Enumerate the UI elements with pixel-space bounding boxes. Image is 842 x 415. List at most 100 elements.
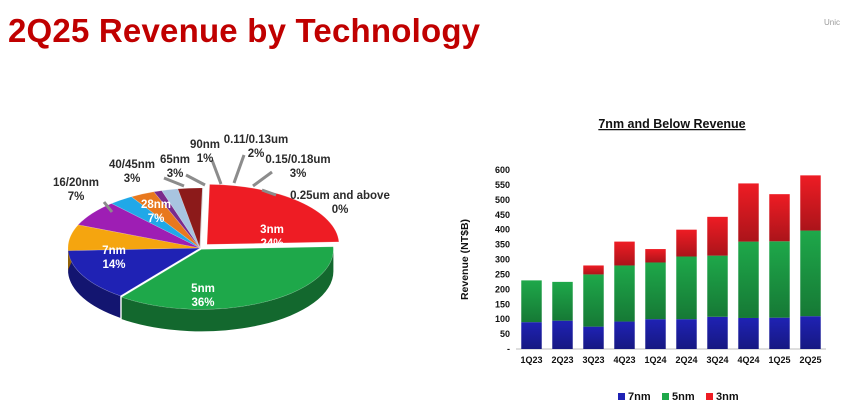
bar-5nm-4q23 bbox=[614, 265, 635, 322]
pie-slice-name: 16/20nm bbox=[53, 177, 99, 189]
pie-slice-percent: 3% bbox=[124, 173, 141, 185]
leader-line bbox=[232, 154, 246, 184]
bar-3nm-3q23 bbox=[583, 265, 604, 275]
y-tick-label: 400 bbox=[495, 225, 510, 235]
legend-swatch bbox=[706, 393, 713, 400]
pie-slice-name: 0.25um and above bbox=[290, 190, 390, 202]
x-tick-label: 3Q23 bbox=[582, 355, 604, 365]
bar-7nm-3q24 bbox=[707, 316, 728, 349]
y-tick-label: 600 bbox=[495, 165, 510, 175]
pie-slice-name: 40/45nm bbox=[109, 159, 155, 171]
pie-slice-name: 3nm bbox=[260, 224, 284, 236]
corner-tag: Unic bbox=[823, 18, 840, 27]
y-tick-label: 100 bbox=[495, 314, 510, 324]
pie-slice-name: 90nm bbox=[190, 139, 220, 151]
legend-label: 5nm bbox=[672, 391, 695, 403]
x-tick-label: 2Q24 bbox=[675, 355, 697, 365]
pie-label-0-11-0-13um: 0.11/0.13um 2% bbox=[224, 134, 289, 184]
y-tick-label: 350 bbox=[495, 240, 510, 250]
pie-slice-percent: 3% bbox=[290, 168, 307, 180]
x-tick-label: 1Q25 bbox=[768, 355, 790, 365]
bar-5nm-1q25 bbox=[769, 241, 790, 318]
page-title: 2Q25 Revenue by Technology bbox=[8, 12, 481, 49]
bar-5nm-4q24 bbox=[738, 241, 759, 318]
pie-slice-28nm bbox=[77, 203, 201, 249]
pie-slice-name: 5nm bbox=[191, 283, 215, 295]
y-tick-label: 50 bbox=[500, 329, 510, 339]
pie-side-7nm bbox=[68, 250, 121, 318]
bar-3nm-1q24 bbox=[645, 249, 666, 263]
leader-line bbox=[210, 159, 223, 185]
pie-side-5nm bbox=[121, 249, 334, 332]
y-tick-label: 450 bbox=[495, 210, 510, 220]
bar-3nm-1q25 bbox=[769, 194, 790, 242]
pie-slice-percent: 7% bbox=[68, 191, 85, 203]
pie-slice-16-20nm bbox=[67, 224, 201, 251]
legend-swatch bbox=[618, 393, 625, 400]
bar-5nm-3q23 bbox=[583, 274, 604, 327]
bar-5nm-2q24 bbox=[676, 256, 697, 320]
pie-slice-percent: 7% bbox=[148, 213, 165, 225]
bar-5nm-3q24 bbox=[707, 255, 728, 317]
x-tick-label: 1Q24 bbox=[644, 355, 666, 365]
pie-slice-name: 0.11/0.13um bbox=[224, 134, 289, 146]
pie-slice-percent: 0% bbox=[332, 204, 349, 216]
legend-swatch bbox=[662, 393, 669, 400]
leader-line bbox=[252, 170, 273, 188]
pie-label-65nm: 65nm 3% bbox=[160, 154, 206, 187]
bar-7nm-2q23 bbox=[552, 320, 573, 349]
pie-slice-percent: 2% bbox=[248, 148, 265, 160]
leader-line bbox=[163, 176, 185, 188]
pie-slice-percent: 24% bbox=[260, 238, 283, 250]
bar-7nm-4q24 bbox=[738, 317, 759, 349]
pie-label-16-20nm: 16/20nm 7% bbox=[53, 177, 114, 213]
pie-label-0-15-0-18um: 0.15/0.18um 3% bbox=[252, 154, 331, 188]
pie-label-0-25um-and-above: 0.25um and above 0% bbox=[261, 188, 390, 216]
bar-3nm-2q24 bbox=[676, 229, 697, 257]
pie-slice-percent: 1% bbox=[197, 153, 214, 165]
bar-7nm-1q25 bbox=[769, 317, 790, 349]
bar-5nm-1q24 bbox=[645, 262, 666, 320]
bar-5nm-1q23 bbox=[521, 280, 542, 323]
bar-7nm-3q23 bbox=[583, 326, 604, 349]
y-axis-label: Revenue (NT$B) bbox=[459, 219, 471, 300]
y-tick-label: 300 bbox=[495, 255, 510, 265]
bar-3nm-4q24 bbox=[738, 183, 759, 242]
bar-3nm-2q25 bbox=[800, 175, 821, 231]
y-tick-label: - bbox=[507, 344, 510, 354]
bar-7nm-1q23 bbox=[521, 322, 542, 349]
pie-slice-percent: 14% bbox=[102, 259, 125, 271]
pie-slice-percent: 36% bbox=[191, 297, 214, 309]
legend-item-3nm: 3nm bbox=[706, 391, 739, 403]
pie-slice-3nm bbox=[206, 184, 340, 245]
pie-label-90nm: 90nm 1% bbox=[190, 139, 223, 185]
bar-3nm-3q24 bbox=[707, 216, 728, 256]
y-tick-label: 250 bbox=[495, 269, 510, 279]
x-tick-label: 1Q23 bbox=[520, 355, 542, 365]
pie-slice-65nm bbox=[130, 191, 201, 249]
pie-slice-0-11-0-13um bbox=[161, 188, 201, 249]
pie-slice-percent: 3% bbox=[167, 168, 184, 180]
leader-line bbox=[185, 173, 206, 187]
pie-slice-name: 28nm bbox=[141, 199, 171, 211]
pie-slice-name: 65nm bbox=[160, 154, 190, 166]
bar-chart-title: 7nm and Below Revenue bbox=[598, 117, 745, 131]
bar-5nm-2q25 bbox=[800, 230, 821, 317]
leader-line bbox=[261, 188, 277, 197]
bar-7nm-2q25 bbox=[800, 316, 821, 349]
x-tick-label: 2Q25 bbox=[799, 355, 821, 365]
pie-label-40-45nm: 40/45nm 3% bbox=[109, 159, 185, 188]
leader-line bbox=[102, 201, 114, 213]
y-tick-label: 500 bbox=[495, 195, 510, 205]
pie-slice-40-45nm bbox=[110, 196, 201, 249]
x-tick-label: 4Q24 bbox=[737, 355, 759, 365]
bar-3nm-4q23 bbox=[614, 241, 635, 266]
pie-slice-7nm bbox=[67, 247, 202, 297]
y-tick-label: 550 bbox=[495, 180, 510, 190]
pie-slice-name: 7nm bbox=[102, 245, 126, 257]
legend-item-5nm: 5nm bbox=[662, 391, 695, 403]
pie-label-28nm: 28nm 7% bbox=[141, 199, 171, 225]
pie-slice-5nm bbox=[120, 246, 334, 310]
